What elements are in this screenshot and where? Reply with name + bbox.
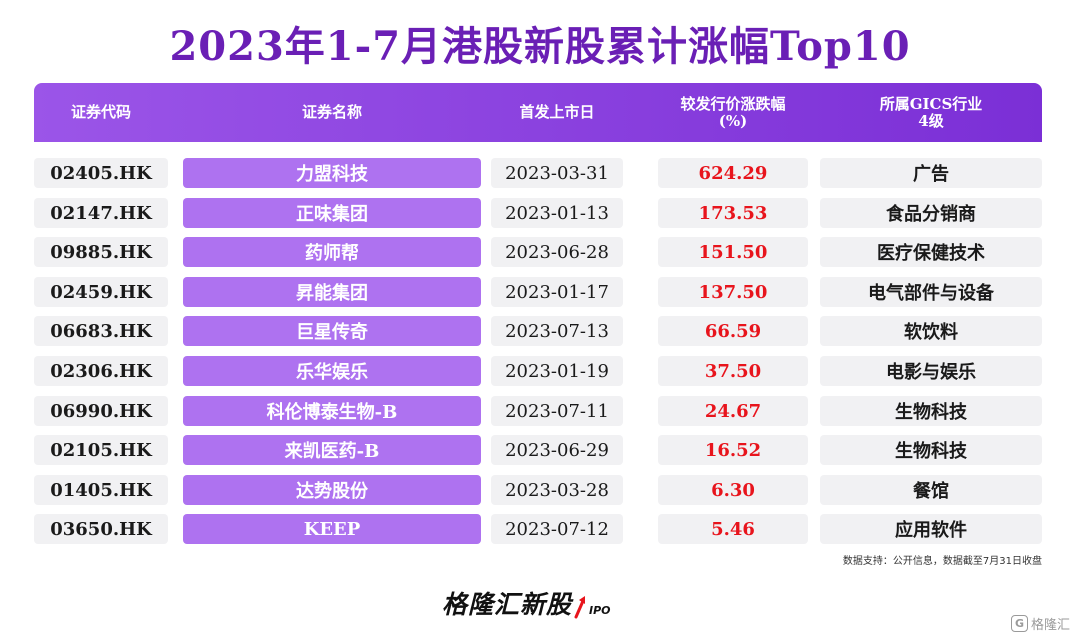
cell-name: 来凯医药-B (183, 435, 481, 465)
cell-industry: 应用软件 (820, 514, 1042, 544)
cell-code: 02306.HK (34, 356, 168, 386)
cell-date: 2023-01-19 (491, 356, 623, 386)
cell-industry: 广告 (820, 158, 1042, 188)
header-industry-label: 所属GICS行业 (879, 94, 983, 113)
table-row: 02459.HK 昇能集团 2023-01-17 137.50 电气部件与设备 (0, 277, 1080, 307)
cell-name: 药师帮 (183, 237, 481, 267)
cell-gain: 37.50 (658, 356, 808, 386)
cell-code: 02405.HK (34, 158, 168, 188)
header-code: 证券代码 (34, 83, 168, 142)
cell-name: 达势股份 (183, 475, 481, 505)
cell-code: 02459.HK (34, 277, 168, 307)
cell-date: 2023-07-11 (491, 396, 623, 426)
cell-industry: 食品分销商 (820, 198, 1042, 228)
cell-gain: 6.30 (658, 475, 808, 505)
cell-name: KEEP (183, 514, 481, 544)
table-row: 06683.HK 巨星传奇 2023-07-13 66.59 软饮料 (0, 316, 1080, 346)
watermark-text: 格隆汇 (1030, 618, 1070, 633)
header-name: 证券名称 (183, 83, 481, 142)
header-code-label: 证券代码 (70, 103, 131, 121)
table-row: 09885.HK 药师帮 2023-06-28 151.50 医疗保健技术 (0, 237, 1080, 267)
brand-name: 格隆汇新股 (442, 590, 573, 619)
brand-suffix: IPO (589, 604, 611, 617)
cell-gain: 66.59 (658, 316, 808, 346)
table-row: 02306.HK 乐华娱乐 2023-01-19 37.50 电影与娱乐 (0, 356, 1080, 386)
cell-code: 02105.HK (34, 435, 168, 465)
cell-gain: 24.67 (658, 396, 808, 426)
table-row: 06990.HK 科伦博泰生物-B 2023-07-11 24.67 生物科技 (0, 396, 1080, 426)
cell-name: 科伦博泰生物-B (183, 396, 481, 426)
cell-industry: 生物科技 (820, 396, 1042, 426)
header-date-label: 首发上市日 (519, 103, 595, 121)
cell-industry: 医疗保健技术 (820, 237, 1042, 267)
cell-date: 2023-01-13 (491, 198, 623, 228)
brand-logo: 格隆汇新股 IPO (442, 589, 611, 621)
cell-date: 2023-07-12 (491, 514, 623, 544)
gelonghui-logo-icon: G (1010, 615, 1028, 632)
header-gain-unit: (%) (718, 111, 748, 130)
cell-industry: 软饮料 (820, 316, 1042, 346)
header-date: 首发上市日 (491, 83, 623, 142)
header-industry-level: 4级 (918, 111, 944, 130)
cell-date: 2023-01-17 (491, 277, 623, 307)
cell-date: 2023-03-28 (491, 475, 623, 505)
cell-code: 09885.HK (34, 237, 168, 267)
watermark: G 格隆汇 (1010, 614, 1070, 633)
cell-date: 2023-06-29 (491, 435, 623, 465)
cell-name: 巨星传奇 (183, 316, 481, 346)
cell-name: 昇能集团 (183, 277, 481, 307)
table-header: 证券代码 证券名称 首发上市日 较发行价涨跌幅 (%) 所属GICS行业 4级 (34, 83, 1042, 142)
page-title: 2023年1-7月港股新股累计涨幅Top10 (169, 23, 911, 70)
header-industry: 所属GICS行业 4级 (820, 83, 1042, 142)
cell-code: 01405.HK (34, 475, 168, 505)
cell-name: 力盟科技 (183, 158, 481, 188)
cell-date: 2023-03-31 (491, 158, 623, 188)
cell-name: 正味集团 (183, 198, 481, 228)
table-row: 03650.HK KEEP 2023-07-12 5.46 应用软件 (0, 514, 1080, 544)
header-gain-label: 较发行价涨跌幅 (680, 94, 786, 113)
table-row: 02105.HK 来凯医药-B 2023-06-29 16.52 生物科技 (0, 435, 1080, 465)
cell-code: 03650.HK (34, 514, 168, 544)
header-name-label: 证券名称 (301, 103, 362, 121)
cell-gain: 137.50 (658, 277, 808, 307)
header-gain: 较发行价涨跌幅 (%) (658, 83, 808, 142)
cell-industry: 生物科技 (820, 435, 1042, 465)
table-row: 02405.HK 力盟科技 2023-03-31 624.29 广告 (0, 158, 1080, 188)
cell-industry: 餐馆 (820, 475, 1042, 505)
cell-gain: 151.50 (658, 237, 808, 267)
cell-gain: 16.52 (658, 435, 808, 465)
cell-gain: 5.46 (658, 514, 808, 544)
cell-code: 06683.HK (34, 316, 168, 346)
cell-code: 06990.HK (34, 396, 168, 426)
table-row: 01405.HK 达势股份 2023-03-28 6.30 餐馆 (0, 475, 1080, 505)
cell-code: 02147.HK (34, 198, 168, 228)
cell-gain: 173.53 (658, 198, 808, 228)
cell-industry: 电气部件与设备 (820, 277, 1042, 307)
table-row: 02147.HK 正味集团 2023-01-13 173.53 食品分销商 (0, 198, 1080, 228)
cell-date: 2023-06-28 (491, 237, 623, 267)
cell-name: 乐华娱乐 (183, 356, 481, 386)
cell-gain: 624.29 (658, 158, 808, 188)
cell-industry: 电影与娱乐 (820, 356, 1042, 386)
source-note: 数据支持：公开信息，数据截至7月31日收盘 (842, 556, 1042, 567)
cell-date: 2023-07-13 (491, 316, 623, 346)
rising-arrow-icon (574, 593, 588, 621)
